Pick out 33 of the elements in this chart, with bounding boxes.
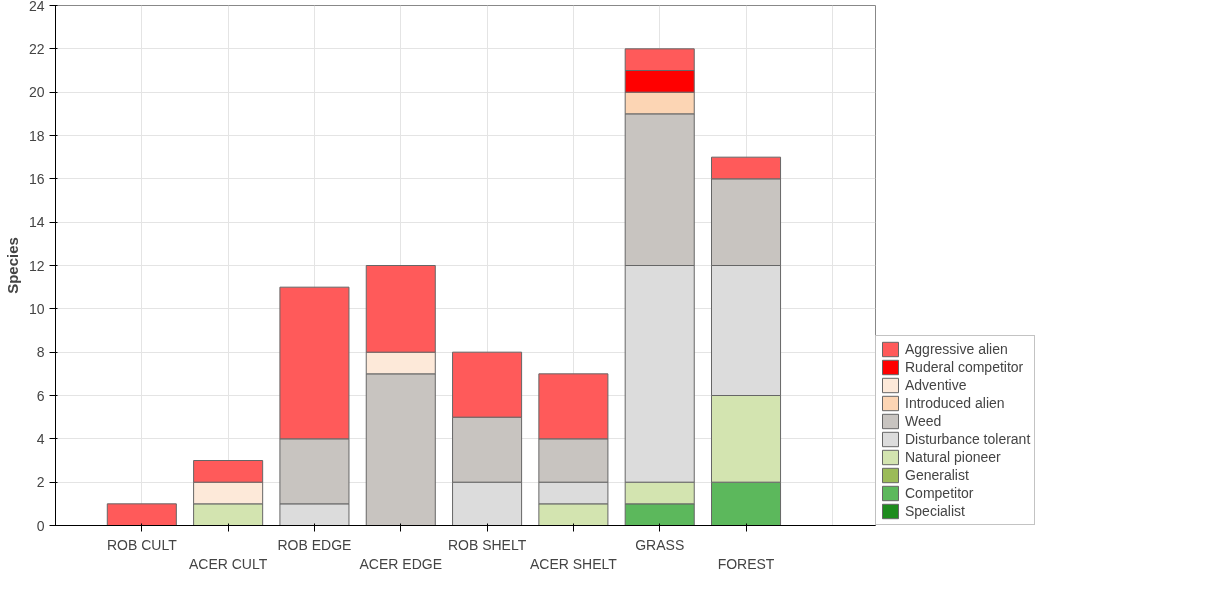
y-tick-label: 20	[28, 84, 45, 101]
y-tick-label: 22	[28, 40, 45, 57]
y-tick-label: 0	[36, 517, 45, 534]
x-tick-label: ROB SHELT	[447, 536, 527, 553]
legend-label: Introduced alien	[905, 394, 1005, 412]
x-tick-label: ROB CULT	[106, 536, 178, 553]
legend-label: Competitor	[905, 484, 974, 502]
y-axis-title: Species	[3, 237, 21, 294]
y-tick-label: 6	[36, 387, 45, 404]
x-tick-label: FOREST	[717, 555, 775, 572]
legend-label: Ruderal competitor	[905, 358, 1024, 376]
y-tick-label: 4	[36, 430, 45, 447]
y-tick-label: 18	[28, 127, 45, 144]
y-tick-label: 10	[28, 300, 45, 317]
legend-label: Specialist	[905, 502, 965, 520]
x-tick-label: ACER EDGE	[359, 555, 442, 572]
y-tick-label: 24	[28, 0, 45, 14]
legend-label: Adventive	[905, 376, 967, 394]
x-tick-label: GRASS	[635, 536, 685, 553]
legend-label: Weed	[905, 412, 942, 430]
legend-label: Aggressive alien	[905, 340, 1008, 358]
legend-label: Generalist	[905, 466, 969, 484]
x-tick-label: ROB EDGE	[277, 536, 352, 553]
y-tick-label: 8	[36, 344, 45, 361]
legend-label: Disturbance tolerant	[905, 430, 1031, 448]
y-tick-label: 2	[36, 474, 45, 491]
legend-label: Natural pioneer	[905, 448, 1001, 466]
x-tick-label: ACER CULT	[188, 555, 268, 572]
x-tick-label: ACER SHELT	[529, 555, 618, 572]
y-tick-label: 14	[28, 214, 45, 231]
y-tick-label: 16	[28, 170, 45, 187]
bar	[106, 503, 177, 526]
y-tick-label: 12	[28, 257, 45, 274]
